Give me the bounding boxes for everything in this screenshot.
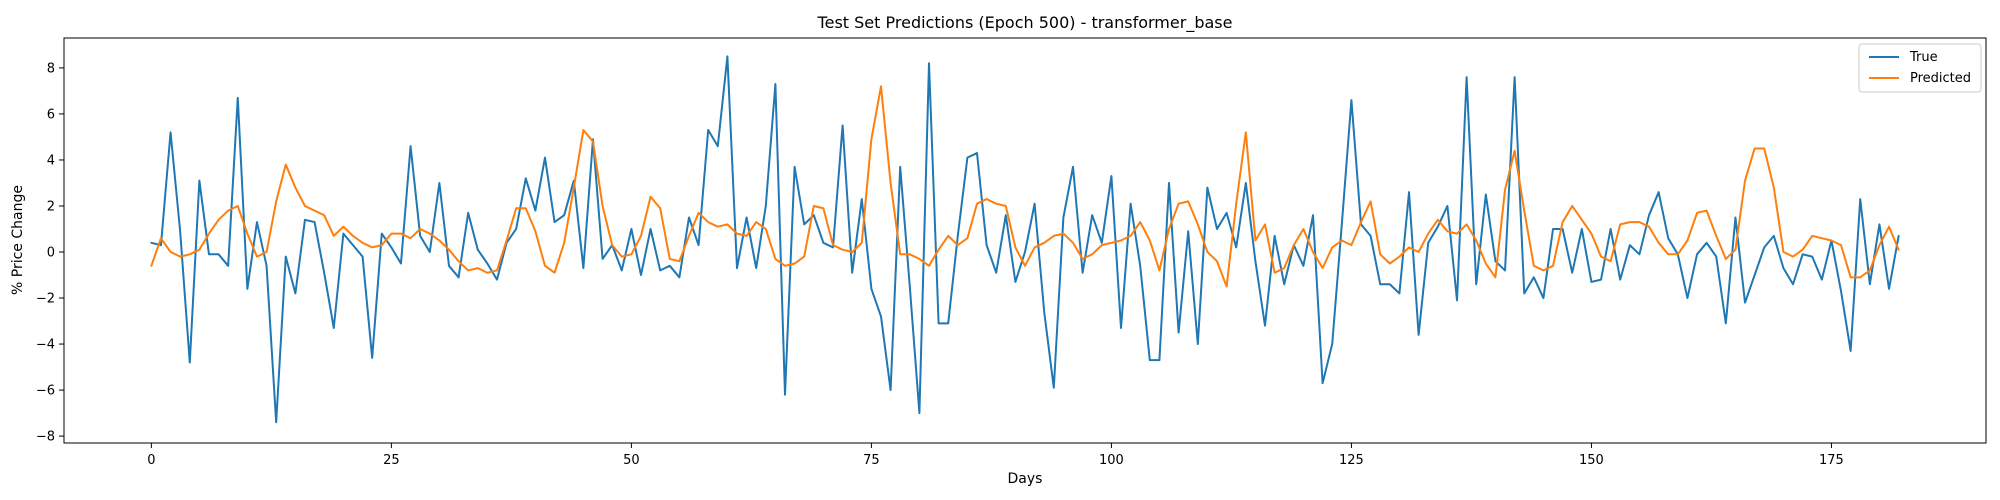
- series-line-predicted: [150, 85, 1900, 288]
- y-tick-label: 4: [47, 153, 55, 168]
- x-tick-label: 25: [383, 453, 400, 468]
- legend: True Predicted: [1858, 43, 1982, 93]
- chart-title: Test Set Predictions (Epoch 500) - trans…: [817, 13, 1233, 33]
- x-tick-label: 125: [1339, 453, 1364, 468]
- y-tick-label: 6: [47, 107, 55, 122]
- series-line-true: [150, 55, 1900, 424]
- x-tick-label: 75: [863, 453, 880, 468]
- axes-layer: 0 25 50 75 100 125 150 175 −8 −6 −4 −2 0 2 4 6 8: [36, 37, 1987, 468]
- y-tick-label: 2: [47, 199, 55, 214]
- legend-label-predicted: Predicted: [1910, 71, 1971, 86]
- y-tick-label: −2: [36, 292, 55, 307]
- y-tick-label: 0: [47, 246, 55, 261]
- y-tick-label: −8: [36, 430, 55, 445]
- x-tick-label: 150: [1579, 453, 1604, 468]
- x-tick-label: 50: [623, 453, 640, 468]
- y-tick-label: 8: [47, 61, 55, 76]
- x-tick-label: 175: [1819, 453, 1844, 468]
- x-tick-label: 0: [147, 453, 155, 468]
- legend-label-true: True: [1909, 50, 1938, 65]
- plot-frame: [63, 37, 1987, 444]
- y-tick-label: −4: [36, 338, 55, 353]
- y-axis-title: % Price Change: [10, 185, 26, 295]
- x-tick-label: 100: [1099, 453, 1124, 468]
- series-layer: [150, 55, 1900, 424]
- y-tick-label: −6: [36, 384, 55, 399]
- x-axis-title: Days: [1008, 471, 1043, 487]
